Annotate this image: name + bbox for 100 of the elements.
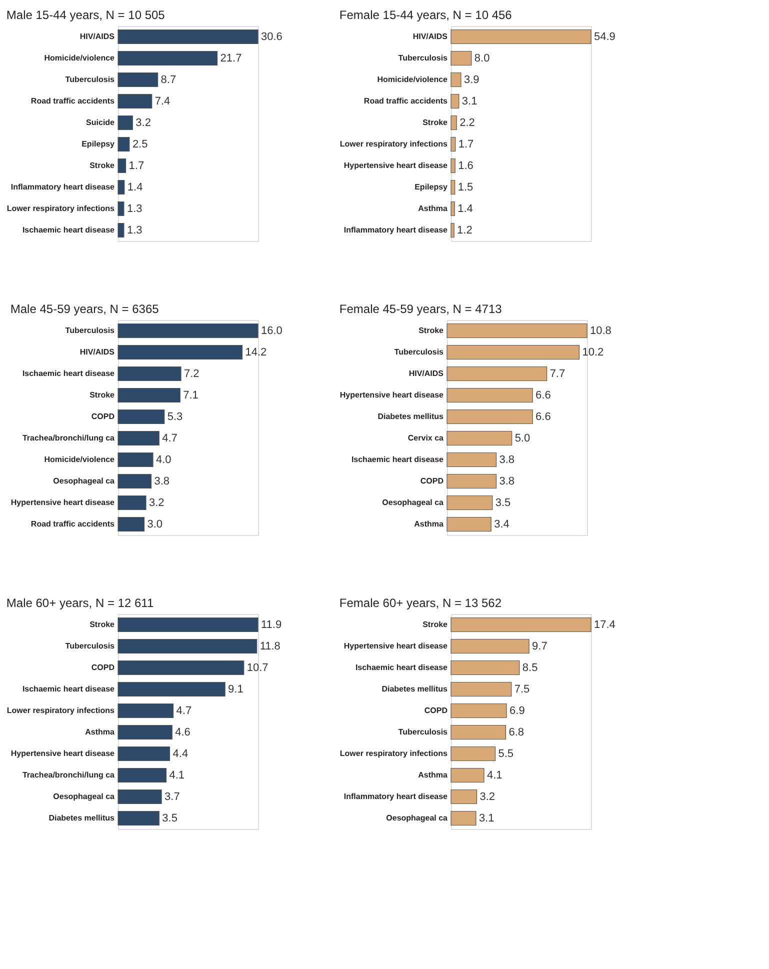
bar xyxy=(118,366,182,382)
bar xyxy=(118,222,124,238)
y-tick-label: Stroke xyxy=(90,390,116,400)
y-tick-label: Ischaemic heart disease xyxy=(355,662,448,672)
data-label: 1.3 xyxy=(126,202,142,215)
bar xyxy=(118,452,154,468)
y-tick-label: COPD xyxy=(91,412,115,421)
bar xyxy=(118,724,172,740)
data-label: 1.6 xyxy=(458,160,474,172)
y-tick-label: Oesophageal ca xyxy=(53,476,116,486)
data-label: 10.8 xyxy=(590,324,612,337)
y-tick-label: Oesophageal ca xyxy=(386,813,448,822)
data-label: 1.7 xyxy=(458,138,474,150)
data-label: 7.1 xyxy=(183,389,198,402)
data-label: 7.7 xyxy=(550,368,566,380)
y-tick-label: Asthma xyxy=(85,727,116,736)
data-label: 8.7 xyxy=(160,74,176,86)
bar xyxy=(450,638,530,654)
y-tick-label: Tuberculosis xyxy=(65,326,116,335)
y-tick-label: Epilepsy xyxy=(414,182,448,192)
data-label: 3.1 xyxy=(478,812,494,824)
bar xyxy=(118,638,258,654)
bar xyxy=(450,222,454,238)
data-label: 9.1 xyxy=(228,683,244,696)
y-tick-label: COPD xyxy=(424,706,448,715)
data-label: 3.2 xyxy=(136,116,151,129)
bar xyxy=(450,115,457,130)
chart-title: Male 60+ years, N = 12 611 xyxy=(6,596,154,610)
bar xyxy=(118,344,243,360)
bar xyxy=(446,323,588,338)
bar xyxy=(450,180,456,195)
y-tick-label: Stroke xyxy=(422,620,448,629)
data-label: 21.7 xyxy=(220,52,242,64)
data-label: 1.5 xyxy=(458,181,474,194)
bar xyxy=(446,495,493,510)
y-tick-label: Hypertensive heart disease xyxy=(10,498,116,507)
data-label: 3.5 xyxy=(162,812,178,824)
bar xyxy=(446,430,512,446)
bar xyxy=(450,724,506,740)
data-label: 3.2 xyxy=(149,496,164,509)
y-tick-label: HIV/AIDS xyxy=(80,347,116,356)
data-label: 6.6 xyxy=(536,410,551,423)
data-label: 5.3 xyxy=(167,410,183,423)
data-label: 3.7 xyxy=(164,790,180,803)
y-tick-label: Road traffic accidents xyxy=(30,96,116,106)
data-label: 7.2 xyxy=(184,368,200,380)
bar xyxy=(450,617,592,632)
bar xyxy=(118,115,133,130)
bar xyxy=(450,50,472,66)
y-tick-label: Asthma xyxy=(418,770,448,780)
y-tick-label: Ischaemic heart disease xyxy=(351,454,444,464)
y-tick-label: COPD xyxy=(420,476,444,486)
data-label: 4.6 xyxy=(175,726,190,738)
y-tick-label: Tuberculosis xyxy=(65,641,116,650)
data-label: 1.4 xyxy=(127,181,143,194)
y-tick-label: Ischaemic heart disease xyxy=(22,225,116,234)
data-label: 3.8 xyxy=(499,475,515,488)
data-label: 5.5 xyxy=(498,748,514,760)
y-tick-label: Tuberculosis xyxy=(398,727,448,736)
data-label: 1.2 xyxy=(457,224,472,236)
data-label: 3.0 xyxy=(147,518,163,530)
data-label: 3.8 xyxy=(154,475,170,488)
data-label: 3.9 xyxy=(464,74,480,86)
y-tick-label: Ischaemic heart disease xyxy=(22,684,116,694)
y-tick-label: Inflammatory heart disease xyxy=(10,182,116,192)
bar xyxy=(118,810,160,826)
data-label: 10.2 xyxy=(582,346,604,358)
bar xyxy=(446,344,580,360)
data-label: 1.3 xyxy=(126,224,142,236)
data-label: 8.5 xyxy=(522,662,538,674)
y-tick-label: Diabetes mellitus xyxy=(382,684,448,694)
data-label: 6.8 xyxy=(508,726,524,738)
y-tick-label: Hypertensive heart disease xyxy=(340,390,444,400)
data-label: 2.5 xyxy=(132,138,148,150)
data-label: 1.4 xyxy=(458,202,473,215)
data-label: 5.0 xyxy=(514,432,530,444)
bar xyxy=(446,409,533,424)
bar xyxy=(118,72,158,88)
bar xyxy=(118,430,160,446)
data-label: 7.4 xyxy=(154,95,170,108)
y-tick-label: Epilepsy xyxy=(82,139,116,148)
bar xyxy=(446,474,497,489)
y-tick-label: Asthma xyxy=(418,204,448,213)
y-tick-label: Trachea/bronchi/lung ca xyxy=(22,433,116,442)
y-tick-label: Homicide/violence xyxy=(377,74,448,84)
y-tick-label: Lower respiratory infections xyxy=(6,204,116,213)
data-label: 11.9 xyxy=(261,618,282,631)
data-label: 30.6 xyxy=(261,30,282,43)
data-label: 4.4 xyxy=(172,748,188,760)
bar xyxy=(118,617,258,632)
bar xyxy=(118,180,125,195)
y-tick-label: Road traffic accidents xyxy=(364,96,448,106)
y-tick-label: Stroke xyxy=(422,118,448,127)
bar xyxy=(450,768,484,783)
y-tick-label: Road traffic accidents xyxy=(30,519,116,528)
y-tick-label: Hypertensive heart disease xyxy=(344,160,448,170)
bar xyxy=(450,660,520,676)
bar xyxy=(446,452,497,468)
y-tick-label: Stroke xyxy=(418,326,444,335)
data-label: 16.0 xyxy=(261,324,282,337)
